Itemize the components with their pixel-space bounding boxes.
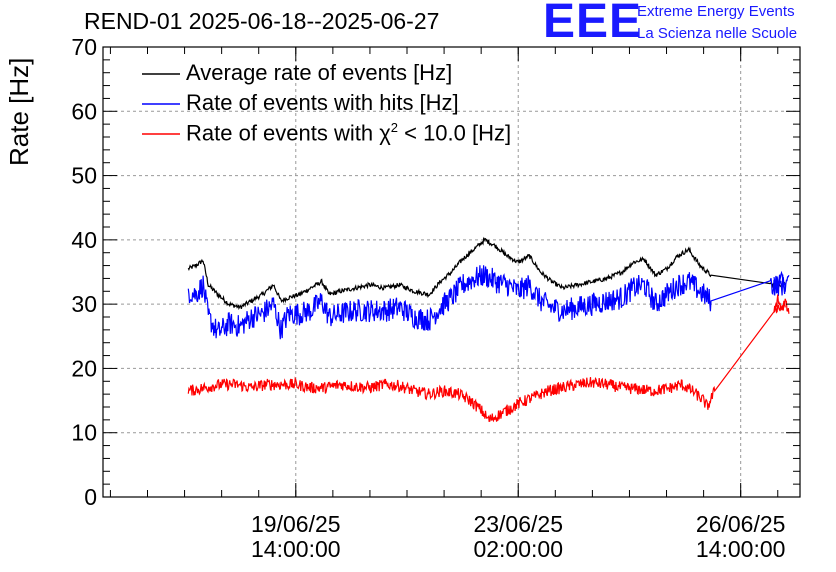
logo-line-2: La Scienza nelle Scuole: [637, 25, 798, 42]
legend-entry-chi2: Rate of events with χ2 < 10.0 [Hz]: [186, 120, 512, 146]
legend-lines: [142, 73, 180, 135]
series-line-4: [773, 294, 790, 314]
legend-entry-hits: Rate of events with hits [Hz]: [186, 90, 459, 115]
plot-frame: [102, 46, 801, 498]
y-tick-label-20: 20: [71, 355, 97, 381]
y-axis-label: Rate [Hz]: [4, 57, 34, 166]
series-line-3: [773, 270, 790, 293]
y-tick-label-40: 40: [71, 227, 97, 253]
y-tick-label-10: 10: [71, 420, 97, 446]
chart-title: REND-01 2025-06-18--2025-06-27: [84, 8, 440, 34]
y-tick-label-50: 50: [71, 163, 97, 189]
x-tick-label-time-0: 14:00:00: [251, 536, 341, 562]
grid-lines: [103, 47, 800, 497]
y-tick-label-70: 70: [71, 34, 97, 60]
series-line-1: [187, 265, 786, 340]
x-tick-label-date-0: 19/06/25: [251, 511, 341, 537]
axis-ticks: 01020304050607019/06/2514:00:0023/06/250…: [71, 34, 800, 562]
eee-logo: EEE: [543, 0, 643, 48]
y-tick-label-30: 30: [71, 291, 97, 317]
x-tick-label-time-2: 14:00:00: [696, 536, 786, 562]
x-tick-label-time-1: 02:00:00: [473, 536, 563, 562]
x-tick-label-date-2: 26/06/25: [696, 511, 786, 537]
x-tick-label-date-1: 23/06/25: [473, 511, 563, 537]
series-line-2: [187, 300, 786, 423]
series-line-0: [187, 236, 786, 311]
series-lines: [187, 236, 790, 423]
legend-entry-average: Average rate of events [Hz]: [186, 60, 453, 85]
y-tick-label-0: 0: [84, 484, 97, 510]
y-tick-label-60: 60: [71, 98, 97, 124]
logo-line-1: Extreme Energy Events: [637, 3, 795, 20]
